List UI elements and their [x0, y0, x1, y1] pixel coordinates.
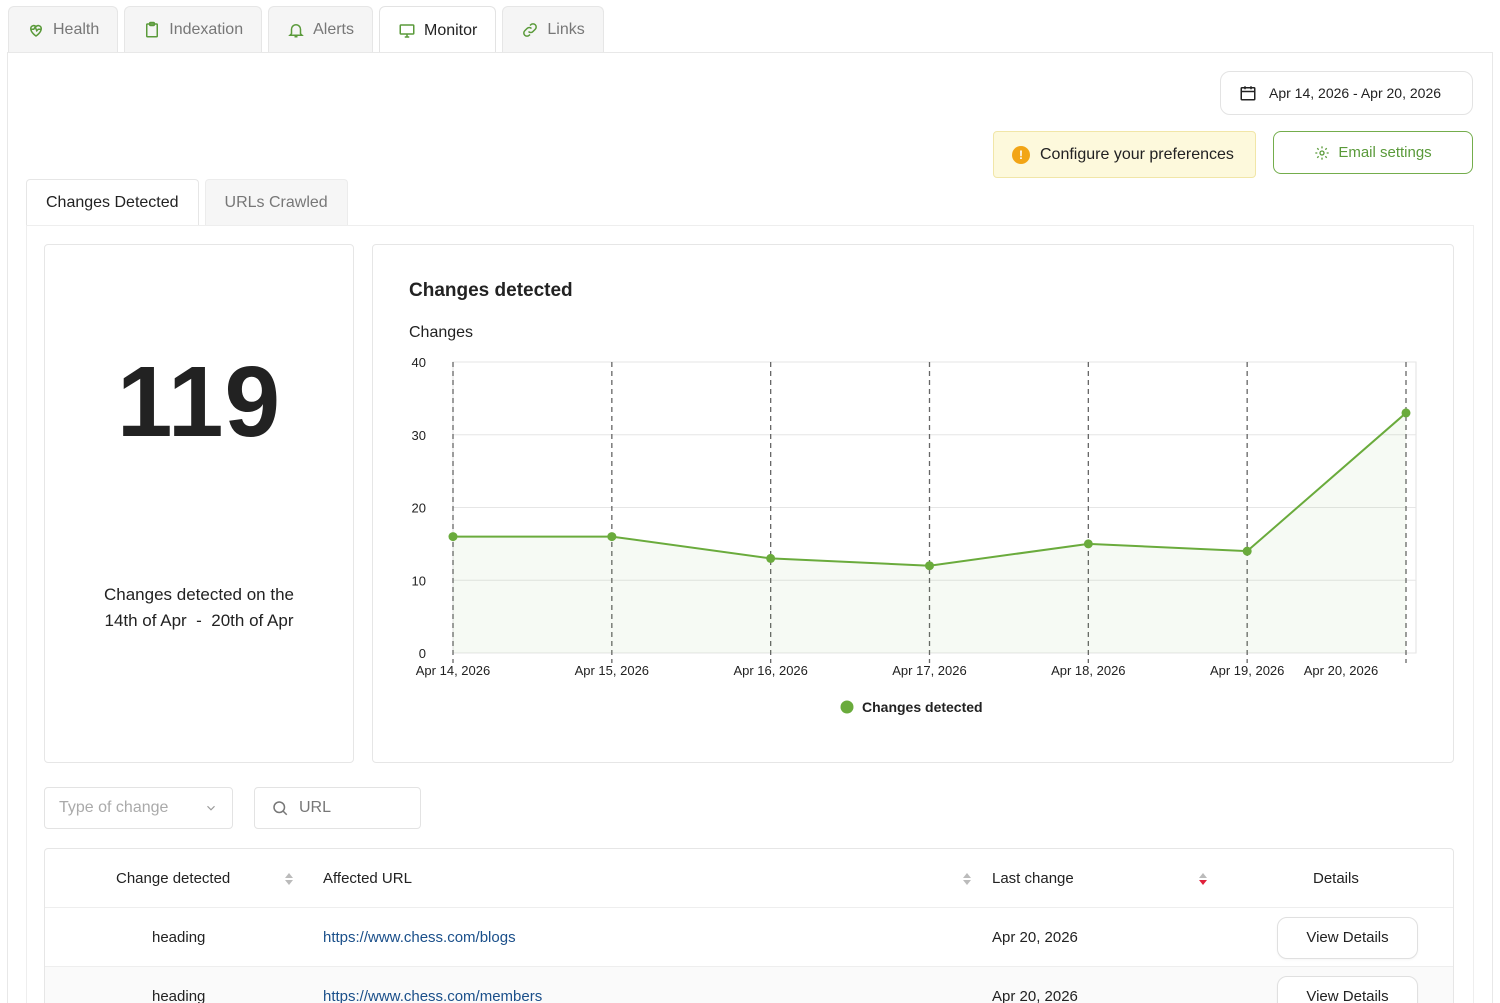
series-area	[453, 412, 1406, 653]
header-change-detected[interactable]: Change detected	[116, 870, 231, 887]
data-point	[1242, 546, 1252, 556]
y-tick-label: 30	[412, 428, 426, 443]
total-changes-card: 119 Changes detected on the 14th of Apr …	[44, 244, 354, 763]
search-icon	[273, 801, 288, 816]
heart-pulse-icon	[29, 24, 43, 37]
sort-desc-icon[interactable]	[1198, 871, 1208, 887]
clipboard-icon	[146, 21, 159, 38]
tab-links-label: Links	[547, 21, 585, 38]
data-point	[1083, 539, 1093, 549]
date-range-picker[interactable]: Apr 14, 2026 - Apr 20, 2026	[1220, 71, 1473, 115]
sort-icon[interactable]	[962, 871, 972, 887]
sub-tab-bar: Changes Detected URLs Crawled	[26, 179, 348, 226]
email-settings-button[interactable]: Email settings	[1273, 131, 1473, 174]
caption-line-1: Changes detected on the	[104, 585, 294, 604]
url-search-input[interactable]	[299, 799, 399, 817]
y-tick-label: 20	[412, 501, 426, 516]
warning-icon: !	[1012, 145, 1030, 164]
configure-preferences-banner[interactable]: ! Configure your preferences	[993, 131, 1256, 178]
total-changes-caption: Changes detected on the 14th of Apr - 20…	[45, 582, 353, 634]
caption-line-2: 14th of Apr - 20th of Apr	[104, 611, 294, 630]
change-type-cell: heading	[152, 988, 206, 1003]
changes-chart-card: Changes detected Changes 0 10 20 30 40 Apr 14…	[372, 244, 1454, 763]
gear-icon	[1315, 145, 1329, 160]
sub-panel	[26, 225, 1474, 1003]
table-row: heading https://www.chess.com/blogs Apr …	[45, 908, 1453, 967]
tab-alerts-label: Alerts	[313, 21, 354, 38]
tab-urls-crawled-label: URLs Crawled	[224, 194, 328, 211]
y-tick-label: 40	[412, 355, 426, 370]
data-point	[766, 553, 776, 563]
chart-title: Changes detected	[409, 280, 573, 301]
tab-monitor-label: Monitor	[424, 21, 478, 39]
last-change-cell: Apr 20, 2026	[992, 988, 1078, 1003]
data-point	[1401, 408, 1411, 418]
tab-indexation-label: Indexation	[169, 21, 244, 38]
calendar-icon	[1240, 86, 1256, 101]
sort-icon[interactable]	[284, 871, 294, 887]
changes-table: Change detected Affected URL Last change…	[44, 848, 1454, 1003]
x-tick-label: Apr 18, 2026	[1051, 663, 1125, 678]
type-of-change-placeholder: Type of change	[59, 799, 169, 816]
table-header-row: Change detected Affected URL Last change…	[45, 849, 1453, 908]
tab-links[interactable]: Links	[502, 6, 604, 53]
y-tick-label: 10	[412, 573, 426, 588]
x-tick-label: Apr 19, 2026	[1210, 663, 1284, 678]
type-of-change-select[interactable]: Type of change	[44, 787, 233, 829]
monitor-icon	[399, 23, 415, 38]
view-details-button[interactable]: View Details	[1277, 975, 1418, 1003]
change-type-cell: heading	[152, 929, 206, 946]
last-change-cell: Apr 20, 2026	[992, 929, 1078, 946]
bell-icon	[288, 24, 304, 38]
y-tick-label: 0	[419, 646, 426, 661]
x-tick-label: Apr 15, 2026	[575, 663, 649, 678]
tab-alerts[interactable]: Alerts	[268, 6, 373, 53]
legend-label: Changes detected	[862, 699, 983, 715]
data-point	[448, 532, 458, 542]
preferences-label: Configure your preferences	[1040, 145, 1234, 163]
data-point	[925, 561, 934, 571]
header-details: Details	[1313, 870, 1359, 887]
date-range-label: Apr 14, 2026 - Apr 20, 2026	[1269, 85, 1442, 101]
tab-health[interactable]: Health	[8, 6, 119, 53]
x-tick-label: Apr 16, 2026	[733, 663, 807, 678]
tab-changes-detected-label: Changes Detected	[46, 194, 179, 211]
chevron-down-icon	[207, 805, 215, 811]
url-search-box[interactable]	[254, 787, 421, 829]
x-tick-label: Apr 20, 2026	[1304, 663, 1378, 678]
view-details-button[interactable]: View Details	[1277, 916, 1418, 959]
tab-urls-crawled[interactable]: URLs Crawled	[204, 179, 348, 226]
email-settings-label: Email settings	[1338, 144, 1432, 161]
x-tick-label: Apr 17, 2026	[892, 663, 966, 678]
legend-marker	[840, 700, 854, 714]
header-affected-url[interactable]: Affected URL	[323, 870, 412, 887]
changes-line-chart: 0 10 20 30 40 Apr 14, 2026 Apr 15, 2026 Apr 16,…	[412, 355, 1417, 715]
chart-y-axis-label: Changes	[409, 324, 474, 341]
affected-url-link[interactable]: https://www.chess.com/members	[323, 988, 543, 1003]
tab-indexation[interactable]: Indexation	[124, 6, 263, 53]
total-changes-value: 119	[116, 346, 282, 458]
header-last-change[interactable]: Last change	[992, 870, 1074, 887]
data-point	[607, 532, 617, 542]
affected-url-link[interactable]: https://www.chess.com/blogs	[323, 929, 516, 946]
top-tab-bar: Health Indexation Alerts Monitor Links	[8, 6, 604, 54]
link-icon	[523, 23, 538, 37]
tab-monitor[interactable]: Monitor	[379, 6, 497, 54]
table-row: heading https://www.chess.com/members Ap…	[45, 967, 1453, 1003]
tab-changes-detected[interactable]: Changes Detected	[26, 179, 199, 226]
x-tick-label: Apr 14, 2026	[416, 663, 490, 678]
tab-health-label: Health	[53, 21, 100, 38]
